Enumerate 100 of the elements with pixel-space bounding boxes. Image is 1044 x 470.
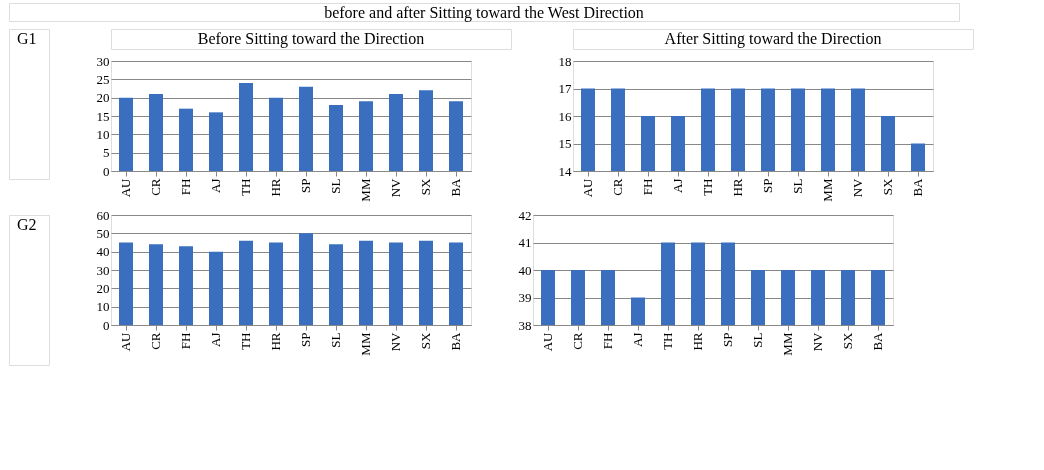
- x-tick-label: SL: [328, 332, 343, 348]
- x-tick-label: AJ: [670, 178, 685, 193]
- x-tick-label: NV: [388, 177, 403, 198]
- x-tick-label: TH: [700, 178, 715, 196]
- bar: [149, 244, 163, 325]
- bar: [239, 83, 253, 171]
- y-tick-label: 10: [96, 299, 110, 315]
- x-tick-label: BA: [870, 331, 885, 351]
- x-tick-label: AU: [118, 331, 133, 352]
- text: G2: [17, 216, 37, 233]
- x-tick-label: SL: [750, 332, 765, 348]
- x-tick-label: NV: [810, 331, 825, 352]
- x-tick-label: CR: [570, 332, 585, 350]
- x-tick-label: CR: [148, 178, 163, 196]
- x-tick-label: MM: [820, 178, 835, 202]
- x-tick-label: MM: [358, 332, 373, 356]
- y-tick-label: 30: [96, 53, 110, 69]
- y-tick-label: 10: [96, 126, 110, 142]
- bar: [419, 90, 433, 171]
- y-tick-label: 41: [518, 235, 532, 250]
- x-tick-label: MM: [358, 178, 373, 202]
- y-tick-label: 0: [103, 317, 110, 333]
- bar: [209, 112, 223, 171]
- x-tick-label: BA: [448, 331, 463, 351]
- x-tick-label: HR: [268, 332, 283, 351]
- x-tick-label: SX: [418, 177, 433, 196]
- x-tick-label: SP: [720, 332, 735, 347]
- bar: [449, 101, 463, 171]
- x-tick-label: AU: [540, 331, 555, 352]
- bar: [179, 246, 193, 325]
- x-tick-label: TH: [238, 332, 253, 350]
- bar: [239, 240, 253, 325]
- bar: [119, 97, 133, 171]
- x-tick-label: SX: [880, 177, 895, 196]
- x-tick-label: FH: [640, 178, 655, 196]
- bar: [359, 240, 373, 325]
- x-tick-label: AU: [118, 177, 133, 198]
- bar: [359, 101, 373, 171]
- bar: [389, 242, 403, 325]
- y-tick-label: 15: [558, 136, 572, 151]
- x-tick-label: SX: [418, 331, 433, 350]
- y-tick-label: 16: [558, 108, 572, 124]
- x-tick-label: CR: [610, 178, 625, 196]
- x-tick-label: BA: [910, 177, 925, 197]
- x-tick-label: FH: [178, 178, 193, 196]
- y-tick-label: 17: [558, 81, 572, 96]
- chart-title: After Sitting toward the Direction: [664, 30, 882, 48]
- bar: [209, 251, 223, 325]
- y-tick-label: 39: [518, 290, 532, 305]
- x-tick-label: SL: [328, 178, 343, 194]
- text: before and after Sitting toward the West Direction: [324, 4, 644, 22]
- y-tick-label: 60: [96, 207, 110, 223]
- text: G1: [17, 30, 37, 47]
- bar: [329, 244, 343, 325]
- x-tick-label: AJ: [208, 332, 223, 347]
- bar: [179, 108, 193, 171]
- x-tick-label: NV: [850, 177, 865, 198]
- y-tick-label: 14: [558, 163, 572, 179]
- bar: [449, 242, 463, 325]
- x-tick-label: TH: [238, 178, 253, 196]
- x-tick-label: AJ: [208, 178, 223, 193]
- y-tick-label: 20: [96, 90, 110, 106]
- y-tick-label: 15: [96, 108, 110, 124]
- y-tick-label: 30: [96, 262, 110, 278]
- x-tick-label: AJ: [630, 332, 645, 347]
- y-tick-label: 5: [103, 145, 110, 161]
- bar: [419, 240, 433, 325]
- x-tick-label: HR: [268, 178, 283, 197]
- x-tick-label: SX: [840, 331, 855, 350]
- y-tick-label: 38: [518, 317, 532, 333]
- y-tick-label: 18: [558, 53, 572, 69]
- x-tick-label: TH: [660, 332, 675, 350]
- x-tick-label: SP: [760, 178, 775, 193]
- x-tick-label: BA: [448, 177, 463, 197]
- x-tick-label: AU: [580, 177, 595, 198]
- x-tick-label: SP: [298, 332, 313, 347]
- chart-title: Before Sitting toward the Direction: [197, 30, 425, 48]
- y-tick-label: 50: [96, 225, 110, 241]
- bar: [299, 86, 313, 171]
- bar: [119, 242, 133, 325]
- bar: [269, 97, 283, 171]
- y-tick-label: 25: [96, 71, 110, 87]
- x-tick-label: HR: [690, 332, 705, 351]
- x-tick-label: MM: [780, 332, 795, 356]
- y-tick-label: 0: [103, 163, 110, 179]
- bar: [389, 94, 403, 171]
- x-tick-label: FH: [178, 332, 193, 350]
- y-tick-label: 20: [96, 280, 110, 296]
- x-tick-label: SP: [298, 178, 313, 193]
- bar: [329, 105, 343, 171]
- x-tick-label: CR: [148, 332, 163, 350]
- x-tick-label: NV: [388, 331, 403, 352]
- y-tick-label: 42: [518, 207, 532, 223]
- y-tick-label: 40: [518, 262, 532, 278]
- x-tick-label: FH: [600, 332, 615, 350]
- bar: [149, 94, 163, 171]
- x-tick-label: HR: [730, 178, 745, 197]
- x-tick-label: SL: [790, 178, 805, 194]
- bar: [269, 242, 283, 325]
- y-tick-label: 40: [96, 244, 110, 260]
